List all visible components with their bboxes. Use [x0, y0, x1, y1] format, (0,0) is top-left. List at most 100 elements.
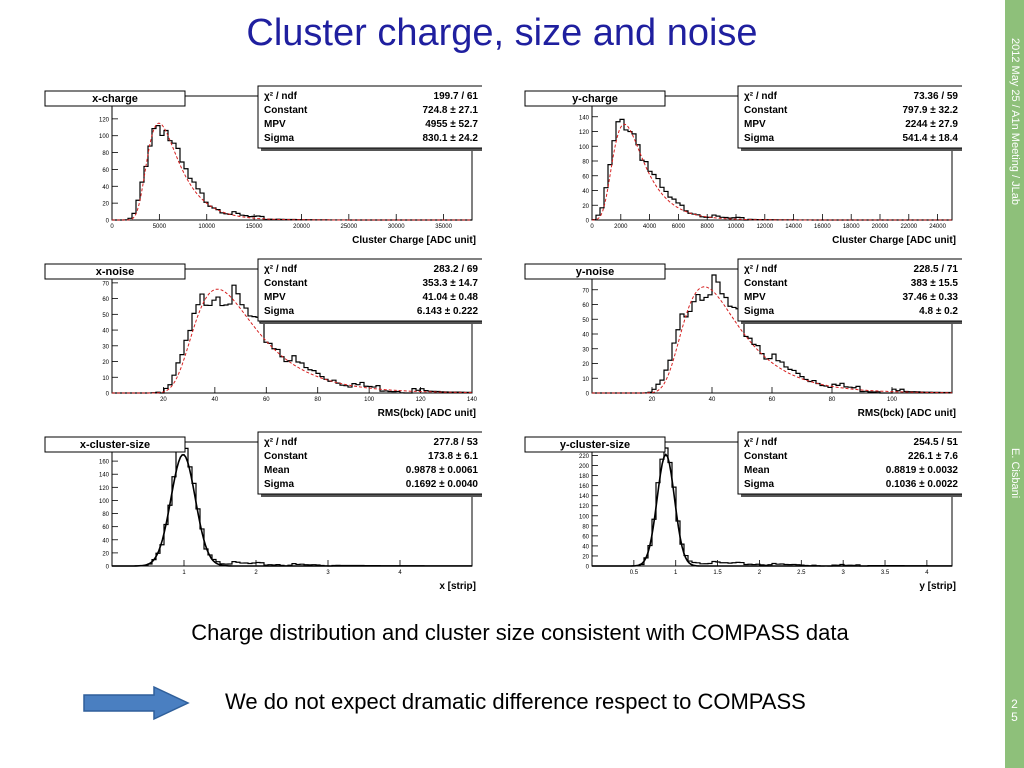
y-tick-label: 140 — [579, 115, 590, 121]
stats-label: Constant — [744, 278, 788, 289]
stats-value: 541.4 ± 18.4 — [902, 133, 958, 144]
stats-label: Sigma — [264, 133, 294, 144]
y-tick-label: 80 — [582, 524, 589, 530]
stats-value: 226.1 ± 7.6 — [908, 451, 958, 462]
conclusion-text-2: We do not expect dramatic difference res… — [225, 689, 806, 714]
stats-label: Sigma — [264, 479, 294, 490]
histogram-series — [112, 284, 472, 394]
sidebar-strip — [1005, 0, 1024, 768]
histogram-name-box — [524, 436, 666, 453]
y-tick-label: 60 — [102, 168, 109, 174]
stats-label: MPV — [744, 292, 766, 303]
x-tick-label: 0 — [110, 224, 114, 230]
stats-label: Constant — [264, 451, 308, 462]
histogram-name-box — [44, 436, 186, 453]
stats-value: 173.8 ± 6.1 — [428, 451, 478, 462]
stats-label: Constant — [264, 105, 308, 116]
histogram-name: y-cluster-size — [560, 439, 630, 451]
stats-value: 41.04 ± 0.48 — [422, 292, 478, 303]
y-tick-label: 220 — [579, 454, 590, 460]
stats-box — [257, 258, 482, 322]
chart-x-charge: 0 20 40 60 80 100 120 0 5000 10000 15000 20000 25000… — [42, 82, 482, 250]
x-tick-label: 20000 — [872, 224, 889, 230]
x-tick-label: 10000 — [198, 224, 215, 230]
stats-label: χ² / ndf — [264, 437, 298, 448]
y-tick-label: 0 — [106, 219, 110, 225]
x-tick-label: 1 — [674, 570, 678, 576]
y-tick-label: 20 — [582, 554, 589, 560]
x-tick-label: 0.5 — [630, 570, 639, 576]
stats-value: 4.8 ± 0.2 — [919, 306, 958, 317]
x-tick-label: 8000 — [701, 224, 715, 230]
x-axis-label: y [strip] — [919, 581, 956, 592]
stats-value: 228.5 / 71 — [914, 264, 959, 275]
y-tick-label: 120 — [99, 117, 110, 123]
y-tick-label: 30 — [582, 347, 589, 353]
x-tick-label: 24000 — [929, 224, 946, 230]
x-tick-label: 140 — [467, 397, 478, 403]
x-tick-label: 30000 — [388, 224, 405, 230]
y-tick-label: 60 — [102, 525, 109, 531]
stats-box — [257, 85, 482, 149]
x-tick-label: 4000 — [643, 224, 657, 230]
y-tick-label: 20 — [102, 202, 109, 208]
x-tick-label: 12000 — [756, 224, 773, 230]
stats-value: 6.143 ± 0.222 — [417, 306, 479, 317]
stats-label: Sigma — [744, 133, 774, 144]
histogram-name: y-charge — [572, 93, 618, 105]
fit-curve — [592, 286, 952, 394]
y-tick-label: 80 — [102, 512, 109, 518]
x-tick-label: 3.5 — [881, 570, 890, 576]
y-tick-label: 140 — [579, 494, 590, 500]
stats-box — [737, 431, 962, 495]
fit-curve — [112, 288, 473, 394]
histogram-name-box — [44, 90, 186, 107]
x-tick-label: 60 — [769, 397, 776, 403]
slide-title: Cluster charge, size and noise — [246, 12, 758, 54]
x-tick-label: 40 — [212, 397, 219, 403]
stats-value: 4955 ± 52.7 — [425, 119, 478, 130]
x-tick-label: 2 — [254, 570, 258, 576]
stats-label: Sigma — [744, 306, 774, 317]
chart-x-noise: 0 10 20 30 40 50 60 70 20 40 60 80 100 120 140 x-noise χ… — [42, 255, 482, 423]
page-number: 2 5 — [1011, 697, 1018, 724]
x-tick-label: 22000 — [900, 224, 917, 230]
stats-label: χ² / ndf — [264, 264, 298, 275]
y-tick-label: 180 — [579, 474, 590, 480]
y-tick-label: 100 — [579, 145, 590, 151]
x-tick-label: 80 — [314, 397, 321, 403]
stats-value: 724.8 ± 27.1 — [422, 105, 478, 116]
x-tick-label: 6000 — [672, 224, 686, 230]
histogram-name-box — [44, 263, 186, 280]
y-tick-label: 40 — [582, 544, 589, 550]
y-tick-label: 60 — [582, 534, 589, 540]
y-tick-label: 80 — [102, 151, 109, 157]
x-tick-label: 40 — [709, 397, 716, 403]
x-tick-label: 80 — [829, 397, 836, 403]
stats-box — [737, 85, 962, 149]
histogram-name: x-noise — [96, 266, 135, 278]
y-tick-label: 20 — [582, 204, 589, 210]
y-tick-label: 20 — [102, 551, 109, 557]
histogram-name-box — [524, 90, 666, 107]
stats-label: MPV — [264, 119, 286, 130]
x-tick-label: 35000 — [435, 224, 452, 230]
stats-label: MPV — [264, 292, 286, 303]
y-tick-label: 70 — [102, 281, 109, 287]
x-axis-label: Cluster Charge [ADC unit] — [832, 235, 956, 246]
x-tick-label: 20 — [160, 397, 167, 403]
y-tick-label: 100 — [99, 134, 110, 140]
y-tick-label: 20 — [102, 360, 109, 366]
stats-value: 2244 ± 27.9 — [905, 119, 958, 130]
y-tick-label: 10 — [582, 377, 589, 383]
fit-curve — [112, 453, 472, 567]
stats-label: Mean — [264, 465, 290, 476]
x-axis-label: Cluster Charge [ADC unit] — [352, 235, 476, 246]
stats-value: 277.8 / 53 — [434, 437, 479, 448]
stats-box — [257, 431, 482, 495]
stats-value: 73.36 / 59 — [914, 91, 959, 102]
histogram-name: x-charge — [92, 93, 138, 105]
x-tick-label: 4 — [925, 570, 929, 576]
stats-value: 383 ± 15.5 — [911, 278, 959, 289]
histogram-name-box — [524, 263, 666, 280]
